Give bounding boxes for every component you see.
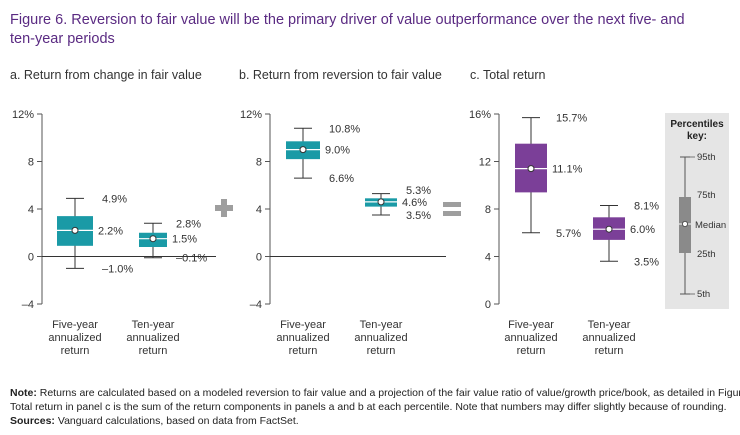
label-p5: 5.7% [556,228,581,240]
y-tick-label: 4 [256,204,262,216]
y-tick-label: 16% [469,109,491,121]
median-marker [149,235,157,243]
y-tick-label: 8 [485,204,491,216]
equals-operator: = [443,202,461,216]
key-median-marker [681,220,689,228]
category-label: annualized [354,332,407,344]
note-line2: Total return in panel c is the sum of th… [10,401,727,413]
category-label: return [595,345,624,357]
category-label: Ten-year [588,319,631,331]
category-label: return [517,345,546,357]
y-tick-label: 0 [28,252,34,264]
category-label: annualized [276,332,329,344]
category-label: Five-year [52,319,98,331]
key-title-line1: Percentiles [670,119,724,130]
category-label: return [139,345,168,357]
y-tick-label: 8 [256,157,262,169]
label-p5: 3.5% [634,256,659,268]
key-p5: 5th [697,289,710,300]
y-tick-label: –4 [22,299,34,311]
sources-text: Vanguard calculations, based on data fro… [55,415,299,427]
category-label: annualized [582,332,635,344]
label-median: 6.0% [630,224,655,236]
category-label: annualized [126,332,179,344]
category-label: return [367,345,396,357]
label-p5: –1.0% [102,263,133,275]
median-marker [605,225,613,233]
y-tick-label: 12% [12,109,34,121]
note-label: Note: [10,387,37,399]
category-label: return [289,345,318,357]
percentiles-key: Percentiles key: 95th 75th Median 25th 5… [665,113,729,309]
median-marker [71,226,79,234]
label-median: 1.5% [172,234,197,246]
y-tick-label: 0 [485,299,491,311]
panel-a-title: a. Return from change in fair value [10,68,202,82]
key-title-line2: key: [687,131,707,142]
key-background [665,113,729,309]
plus-operator: + [215,199,233,217]
y-tick-label: 4 [485,252,491,264]
label-median: 9.0% [325,145,350,157]
y-tick-label: 4 [28,204,34,216]
category-label: Five-year [280,319,326,331]
label-p95: 10.8% [329,123,360,135]
label-p5: 3.5% [406,210,431,222]
median-marker [377,198,385,206]
key-p95: 95th [697,152,716,163]
panel-c-title: c. Total return [470,68,546,82]
figure-title-line1: Figure 6. Reversion to fair value will b… [10,12,685,28]
note-text-1: Returns are calculated based on a modele… [37,387,740,399]
category-label: annualized [504,332,557,344]
label-p95: 4.9% [102,193,127,205]
median-marker [527,165,535,173]
panel-a-chart: –404812%4.9%2.2%–1.0%Five-yearannualized… [12,109,216,357]
label-p95: 8.1% [634,200,659,212]
y-tick-label: 12 [479,157,491,169]
label-p95: 5.3% [406,185,431,197]
figure-title-line2: ten-year periods [10,31,115,47]
label-p5: –0.1% [176,253,207,265]
label-p95: 15.7% [556,113,587,125]
panel-b-title: b. Return from reversion to fair value [239,68,442,82]
panel-b-chart: –404812%10.8%9.0%6.6%Five-yearannualized… [240,109,446,357]
key-p75: 75th [697,190,716,201]
y-tick-label: 0 [256,252,262,264]
label-median: 11.1% [552,164,583,176]
category-label: annualized [48,332,101,344]
category-label: return [61,345,90,357]
y-tick-label: –4 [250,299,262,311]
sources-line: Sources: Vanguard calculations, based on… [10,415,299,427]
y-tick-label: 12% [240,109,262,121]
category-label: Ten-year [132,319,175,331]
label-median: 2.2% [98,225,123,237]
sources-label: Sources: [10,415,55,427]
key-median: Median [695,220,726,231]
label-median: 4.6% [402,197,427,209]
category-label: Ten-year [360,319,403,331]
key-p25: 25th [697,249,716,260]
median-marker [299,146,307,154]
y-tick-label: 8 [28,157,34,169]
category-label: Five-year [508,319,554,331]
note-line1: Note: Returns are calculated based on a … [10,387,740,399]
label-p95: 2.8% [176,218,201,230]
label-p5: 6.6% [329,173,354,185]
